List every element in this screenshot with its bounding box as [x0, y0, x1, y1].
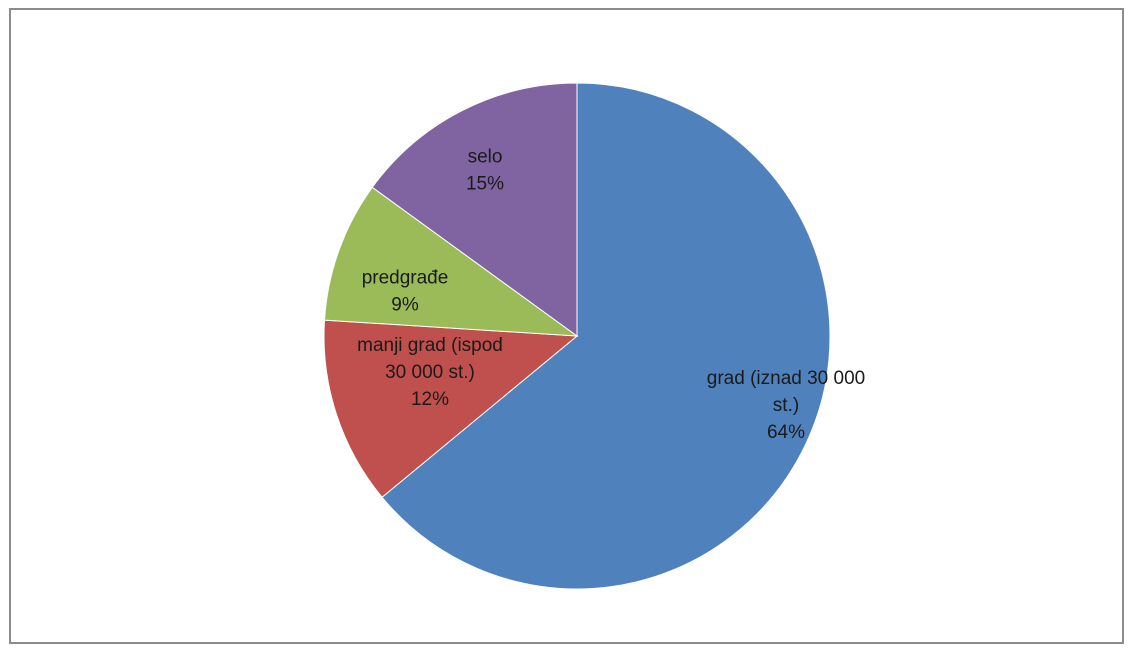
- pie-slice-1: [323, 319, 579, 498]
- slice-label-3: selo 15%: [466, 147, 504, 195]
- slice-label-line: 15%: [466, 174, 504, 195]
- pie-slice-3: [371, 82, 578, 337]
- pie-slice-0: [381, 82, 831, 590]
- slice-label-1: manji grad (ispod 30 000 st.) 12%: [357, 335, 503, 410]
- slice-label-2: predgrađe 9%: [362, 268, 449, 316]
- slice-label-line: selo: [468, 147, 503, 168]
- slice-label-line: predgrađe: [362, 268, 449, 289]
- pie-chart: grad (iznad 30 000 st.) 64% manji grad (isp…: [323, 82, 865, 590]
- slice-label-0: grad (iznad 30 000 st.) 64%: [707, 368, 865, 443]
- slice-label-line: st.): [773, 395, 799, 416]
- slice-label-line: grad (iznad 30 000: [707, 368, 865, 389]
- slice-label-line: manji grad (ispod: [357, 335, 503, 356]
- slice-label-line: 64%: [767, 422, 805, 443]
- pie-slice-2: [323, 186, 579, 337]
- slice-label-line: 12%: [411, 389, 449, 410]
- slice-label-line: 9%: [391, 295, 419, 316]
- slice-label-line: 30 000 st.): [385, 362, 475, 383]
- chart-frame: grad (iznad 30 000 st.) 64% manji grad (isp…: [9, 8, 1124, 644]
